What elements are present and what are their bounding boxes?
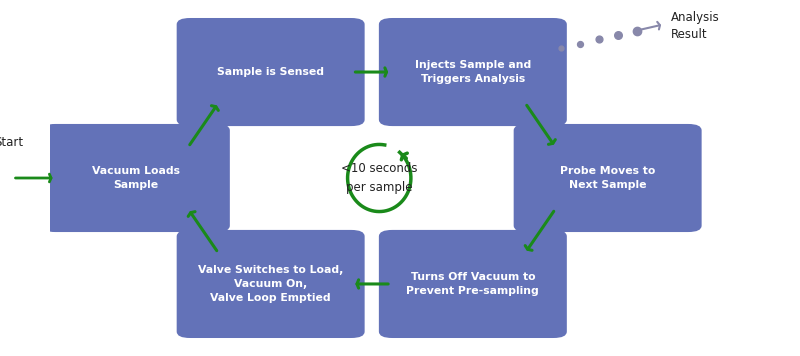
FancyBboxPatch shape xyxy=(42,124,230,232)
Text: Start: Start xyxy=(0,136,23,149)
FancyBboxPatch shape xyxy=(177,18,365,126)
Point xyxy=(611,32,624,38)
FancyBboxPatch shape xyxy=(379,18,567,126)
Point xyxy=(554,45,567,51)
Point xyxy=(592,36,605,42)
Text: Probe Moves to
Next Sample: Probe Moves to Next Sample xyxy=(560,166,655,190)
Point xyxy=(630,28,643,33)
Point xyxy=(574,41,586,46)
Text: Valve Switches to Load,
Vacuum On,
Valve Loop Emptied: Valve Switches to Load, Vacuum On, Valve… xyxy=(198,265,343,303)
Text: <10 seconds
per sample: <10 seconds per sample xyxy=(341,162,418,194)
Text: Analysis
Result: Analysis Result xyxy=(671,11,720,41)
Text: Vacuum Loads
Sample: Vacuum Loads Sample xyxy=(92,166,180,190)
FancyBboxPatch shape xyxy=(379,230,567,338)
Text: Sample is Sensed: Sample is Sensed xyxy=(217,67,324,77)
Text: Turns Off Vacuum to
Prevent Pre-sampling: Turns Off Vacuum to Prevent Pre-sampling xyxy=(406,272,539,296)
FancyBboxPatch shape xyxy=(177,230,365,338)
FancyBboxPatch shape xyxy=(514,124,702,232)
Text: Injects Sample and
Triggers Analysis: Injects Sample and Triggers Analysis xyxy=(414,60,531,84)
